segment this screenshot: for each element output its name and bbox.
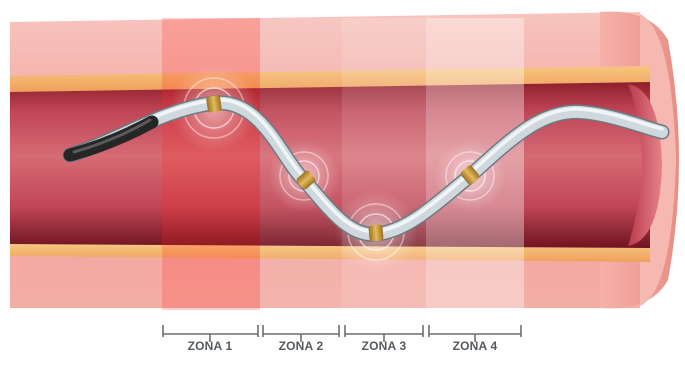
zone-3-bracket (344, 325, 424, 342)
zone-2-label: ZONA 2 (278, 339, 324, 353)
electrode-icon (368, 224, 384, 242)
electrode-icon (206, 95, 222, 113)
zone-brackets (162, 325, 522, 342)
zone-1-overlay (162, 18, 260, 310)
zone-4-label: ZONA 4 (452, 339, 498, 353)
zone-1-label: ZONA 1 (187, 339, 233, 353)
electrodes (206, 95, 480, 242)
catheter-tip (63, 115, 159, 162)
electrode-icon (460, 165, 480, 185)
zone-4-bracket (428, 325, 522, 342)
zone-3-label: ZONA 3 (361, 339, 407, 353)
electrode-icon (296, 170, 316, 190)
vessel-stripes (10, 66, 650, 262)
zone-1-bracket (162, 325, 259, 342)
zone-2-bracket (262, 325, 340, 342)
